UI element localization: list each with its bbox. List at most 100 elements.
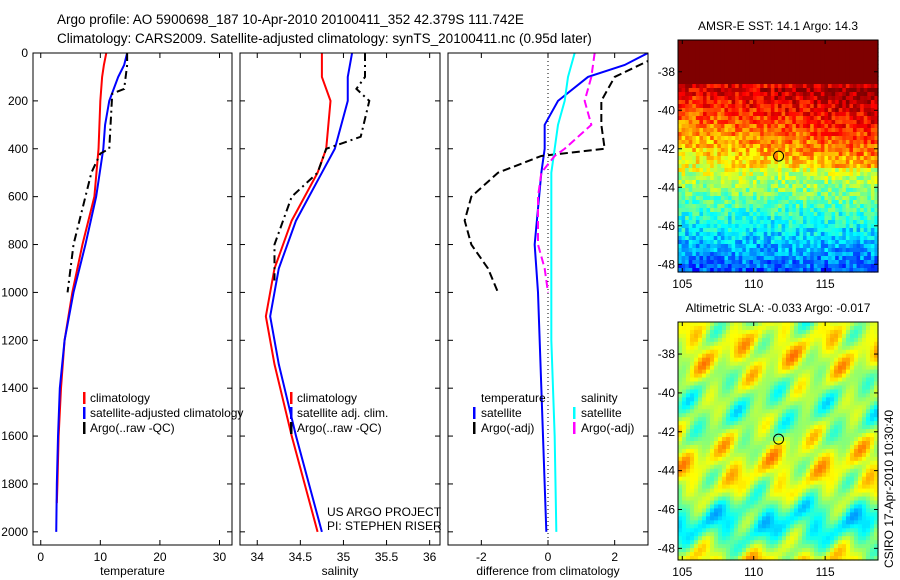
map-cell [774, 192, 779, 197]
map-cell [760, 268, 765, 273]
map-cell [713, 148, 718, 153]
map-cell [867, 212, 872, 217]
map-cell [728, 88, 733, 93]
map-cell [713, 132, 718, 137]
map-cell [720, 64, 726, 69]
map-cell [710, 112, 715, 117]
map-cell [853, 68, 858, 73]
map-cell [735, 160, 740, 165]
map-cell [731, 264, 736, 269]
map-cell [713, 64, 718, 69]
map-cell [767, 264, 772, 269]
map-cell [706, 152, 711, 157]
map-cell [803, 72, 808, 77]
map-cell [856, 144, 861, 149]
map-cell [745, 152, 751, 157]
y-tick-label: 1000 [1, 285, 28, 299]
map-cell [703, 116, 708, 121]
map-cell [685, 128, 690, 133]
map-cell [718, 361, 723, 367]
map-cell [838, 140, 843, 145]
map-cell [726, 405, 731, 410]
map-cell [803, 88, 808, 93]
map-cell [835, 220, 840, 225]
map-cell [863, 224, 868, 229]
map-cell [846, 322, 851, 327]
map-cell [846, 381, 851, 387]
map-cell [726, 322, 731, 327]
map-cell [774, 100, 779, 105]
map-cell [810, 72, 815, 77]
map-cell [760, 240, 765, 245]
map-cell [734, 421, 739, 426]
map-cell [810, 361, 815, 367]
map-cell [692, 100, 697, 105]
map-cell [817, 108, 822, 113]
map-cell [738, 216, 743, 221]
map-cell [718, 425, 723, 430]
map-cell [824, 76, 829, 81]
map-cell [720, 160, 726, 165]
map-cell [714, 353, 719, 359]
map-cell [867, 260, 872, 265]
map-cell [860, 40, 865, 45]
map-cell [870, 128, 876, 133]
map-cell [706, 401, 711, 406]
map-cell [799, 40, 804, 45]
map-cell [731, 196, 736, 201]
map-cell [799, 164, 804, 169]
map-cell [698, 361, 703, 367]
map-cell [778, 44, 783, 49]
map-cell [786, 433, 791, 438]
map-cell [706, 92, 711, 97]
map-cell [845, 248, 851, 253]
map-cell [850, 425, 855, 430]
map-cell [858, 377, 863, 383]
map-cell [835, 120, 840, 125]
map-cell [814, 405, 819, 410]
map-cell [735, 68, 740, 73]
map-cell [806, 405, 811, 410]
map-cell [756, 208, 761, 213]
map-cell [774, 353, 779, 359]
map-cell [694, 349, 699, 355]
title-line2: Climatology: CARS2009. Satellite-adjuste… [57, 31, 592, 46]
map-cell [754, 345, 759, 351]
map-cell [842, 369, 847, 375]
map-cell [835, 184, 840, 189]
map-cell [749, 176, 754, 181]
map-cell [842, 144, 847, 149]
map-cell [820, 56, 826, 61]
map-cell [770, 208, 776, 213]
map-cell [685, 204, 690, 209]
map-cell [714, 373, 719, 379]
map-cell [688, 80, 693, 85]
map-cell [756, 108, 761, 113]
map-cell [745, 244, 751, 249]
map-cell [763, 136, 768, 141]
map-cell [824, 92, 829, 97]
map-cell [699, 268, 704, 273]
map-cell [802, 329, 807, 335]
map-cell [810, 264, 815, 269]
map-cell [728, 172, 733, 177]
map-cell [853, 248, 858, 253]
map-cell [762, 429, 767, 434]
map-cell [703, 252, 708, 257]
map-cell [774, 268, 779, 273]
map-cell [758, 437, 763, 442]
map-cell [867, 156, 872, 161]
map-cell [714, 405, 719, 410]
map-cell [695, 92, 701, 97]
map-cell [846, 433, 851, 438]
map-cell [860, 196, 865, 201]
map-cell [803, 40, 808, 45]
map-cell [702, 385, 707, 391]
map-cell [824, 64, 829, 69]
map-cell [766, 417, 771, 422]
map-cell [713, 168, 718, 173]
map-cell [874, 268, 879, 273]
map-cell [856, 128, 861, 133]
map-cell [717, 56, 722, 61]
map-cell [710, 244, 715, 249]
